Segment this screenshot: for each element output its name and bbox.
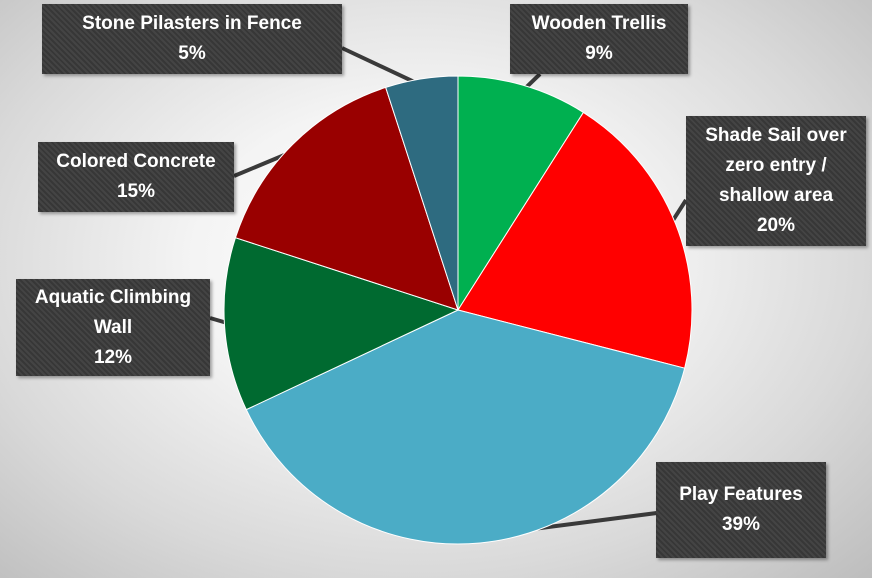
data-label-aquatic-climbing-wall-line2: Wall — [93, 316, 133, 338]
data-label-colored-concrete: Colored Concrete 15% — [38, 142, 234, 212]
pie-slice-wooden-trellis — [457, 75, 585, 312]
data-label-shade-sail-value: 20% — [756, 215, 796, 236]
data-label-shade-sail: Shade Sail over zero entry / shallow are… — [686, 116, 866, 246]
data-label-shade-sail-line2: zero entry / — [725, 155, 827, 176]
data-label-stone-pilasters: Stone Pilasters in Fence 5% — [42, 4, 342, 74]
data-label-play-features-value: 39% — [721, 514, 761, 535]
data-label-wooden-trellis-name: Wooden Trellis — [531, 13, 667, 34]
data-label-shade-sail-line3: shallow area — [718, 185, 834, 206]
pie-slice-play-features — [245, 309, 686, 545]
data-label-shade-sail-line1: Shade Sail over — [705, 125, 847, 146]
pie-slice-shade-sail — [457, 111, 693, 369]
data-label-stone-pilasters-value: 5% — [178, 43, 206, 64]
pie-slice-stone-pilasters — [385, 75, 459, 311]
leader-line-stone-pilasters — [341, 46, 424, 88]
data-label-play-features: Play Features 39% — [656, 462, 826, 558]
pie-slice-aquatic-climbing-wall — [223, 237, 460, 411]
data-label-aquatic-climbing-wall-line1: Aquatic Climbing — [34, 286, 192, 308]
data-label-colored-concrete-name: Colored Concrete — [56, 151, 216, 172]
data-label-wooden-trellis-value: 9% — [585, 43, 613, 64]
pie-slice-colored-concrete — [234, 86, 459, 311]
data-label-aquatic-climbing-wall: Aquatic Climbing Wall 12% — [16, 279, 210, 376]
pie-slices — [223, 75, 693, 545]
data-label-colored-concrete-value: 15% — [116, 181, 156, 202]
data-label-aquatic-climbing-wall-value: 12% — [93, 346, 133, 368]
data-label-stone-pilasters-name: Stone Pilasters in Fence — [82, 13, 302, 34]
data-label-wooden-trellis: Wooden Trellis 9% — [510, 4, 688, 74]
data-label-play-features-name: Play Features — [679, 484, 803, 505]
